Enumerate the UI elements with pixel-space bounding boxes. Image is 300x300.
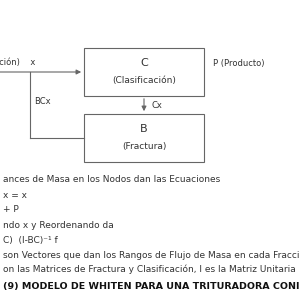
Text: x = x: x = x [3,190,27,200]
Text: (Clasificación): (Clasificación) [112,76,176,85]
Text: son Vectores que dan los Rangos de Flujo de Masa en cada Fracción d: son Vectores que dan los Rangos de Flujo… [3,250,300,260]
Text: B: B [140,124,148,134]
Text: on las Matrices de Fractura y Clasificación, I es la Matriz Unitaria: on las Matrices de Fractura y Clasificac… [3,264,296,274]
Text: C: C [140,58,148,68]
Text: ndo x y Reordenando da: ndo x y Reordenando da [3,220,114,230]
Text: C)  (I-BC)⁻¹ f: C) (I-BC)⁻¹ f [3,236,58,244]
Text: Cx: Cx [152,100,162,109]
Text: ances de Masa en los Nodos dan las Ecuaciones: ances de Masa en los Nodos dan las Ecuac… [3,176,220,184]
Text: ación)    x: ación) x [0,58,35,68]
FancyBboxPatch shape [84,48,204,96]
Text: P (Producto): P (Producto) [213,59,265,68]
Text: (9) MODELO DE WHITEN PARA UNA TRITURADORA CONICA: (9) MODELO DE WHITEN PARA UNA TRITURADOR… [3,282,300,291]
Text: (Fractura): (Fractura) [122,142,166,151]
FancyBboxPatch shape [84,114,204,162]
Text: + P: + P [3,206,19,214]
Text: BCx: BCx [34,98,51,106]
